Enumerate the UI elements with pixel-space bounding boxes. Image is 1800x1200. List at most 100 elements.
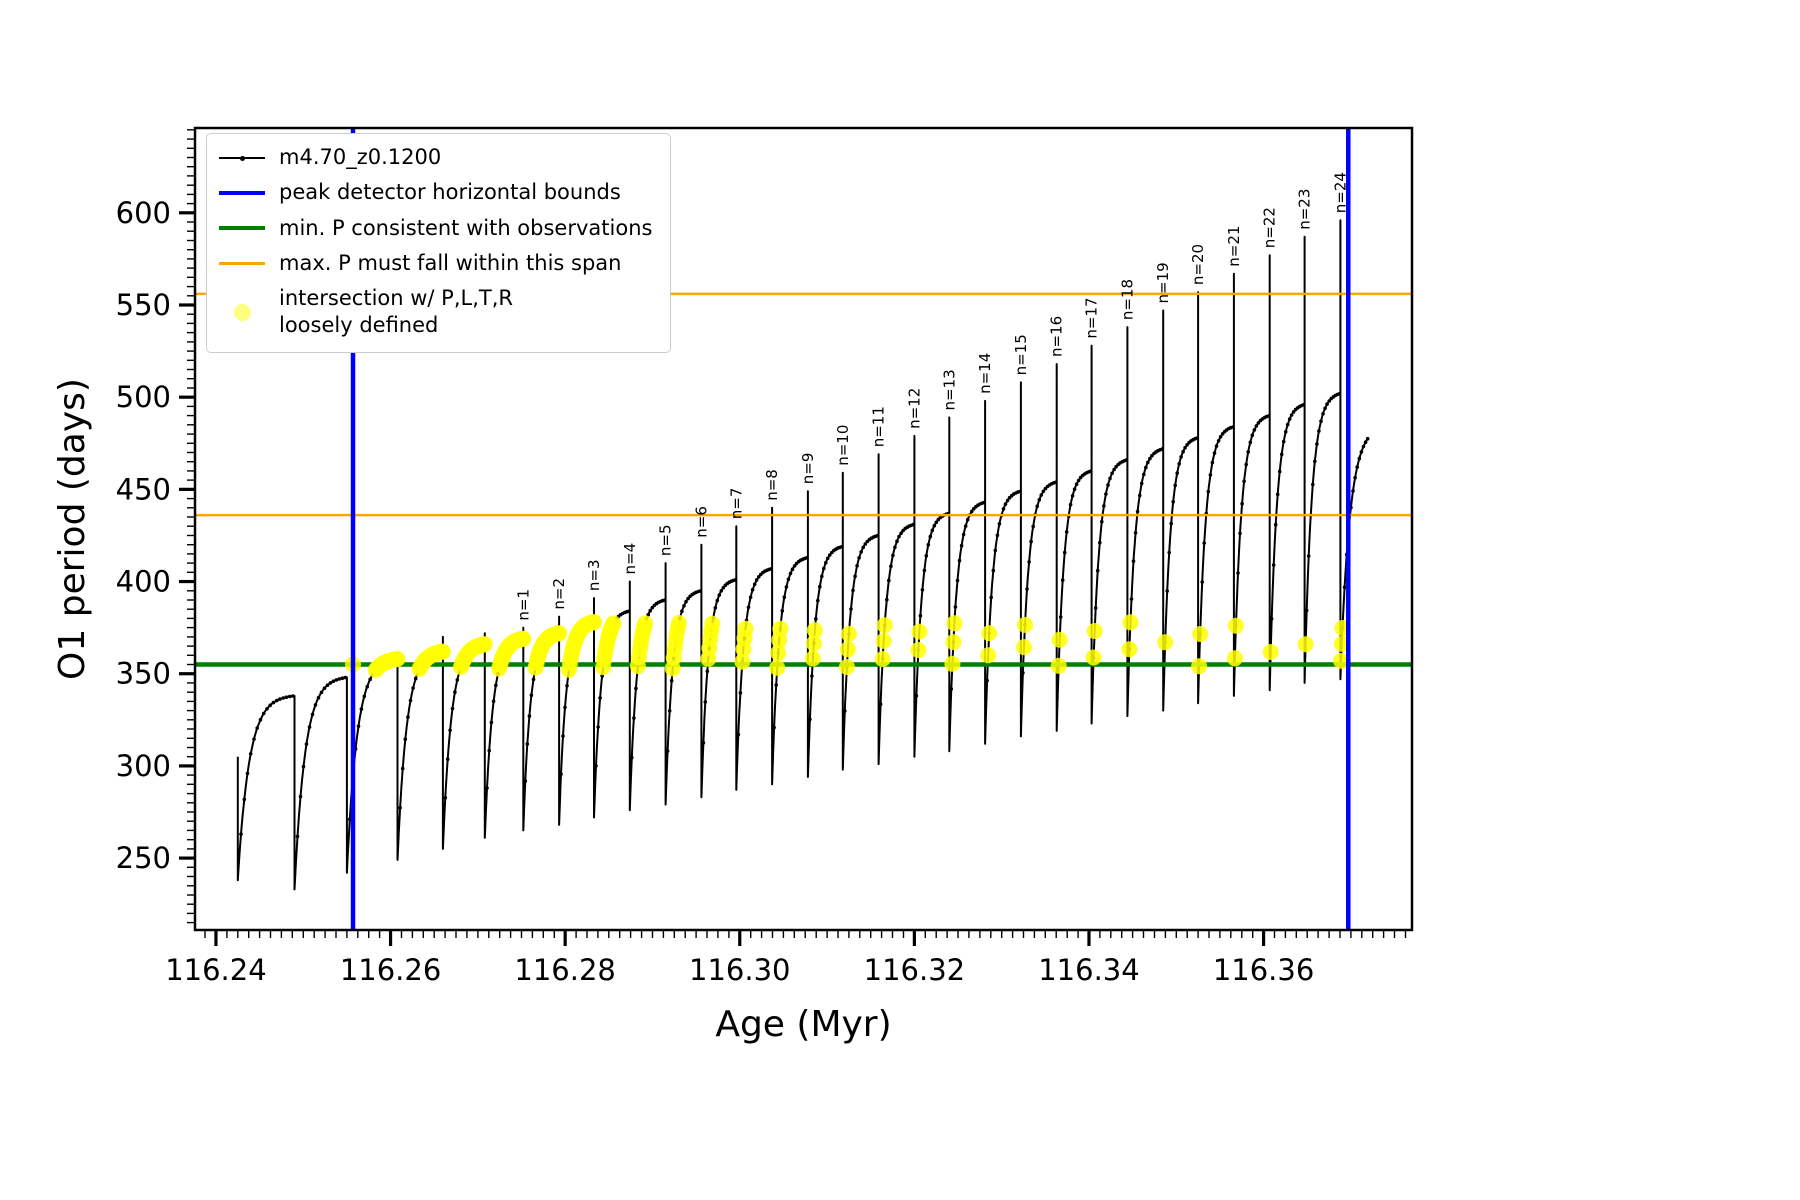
- series-marker: [527, 714, 532, 718]
- intersection-point: [1192, 626, 1209, 642]
- series-marker: [271, 700, 276, 705]
- intersection-point: [1051, 631, 1068, 648]
- series-marker: [1001, 507, 1006, 511]
- intersection-point: [670, 614, 687, 631]
- series-marker: [1313, 459, 1317, 464]
- series-marker: [665, 749, 670, 753]
- series-marker: [930, 528, 935, 533]
- series-marker: [1177, 462, 1181, 466]
- intersection-point: [1227, 617, 1244, 634]
- series-marker: [924, 554, 929, 558]
- series-marker: [1060, 578, 1065, 582]
- series-marker: [1098, 540, 1102, 545]
- y-tick-label: 250: [116, 841, 171, 875]
- series-marker: [287, 694, 292, 699]
- series-marker: [774, 683, 778, 687]
- series-marker: [1039, 493, 1044, 497]
- series-marker: [1279, 452, 1284, 457]
- series-marker: [849, 607, 853, 611]
- series-marker: [1183, 445, 1187, 450]
- series-marker: [648, 608, 652, 613]
- series-marker: [878, 702, 883, 706]
- y-tick-label: 450: [116, 472, 171, 506]
- series-marker: [1246, 450, 1250, 454]
- legend: m4.70_z0.1200 peak detector horizontal b…: [206, 133, 672, 353]
- series-marker: [1072, 487, 1077, 492]
- series-marker: [746, 605, 751, 610]
- intersection-point: [551, 625, 568, 642]
- series-marker: [1271, 563, 1276, 567]
- series-marker: [893, 545, 897, 550]
- peak-label: n=14: [976, 353, 994, 394]
- series-marker: [322, 686, 327, 690]
- intersection-point: [1191, 658, 1208, 675]
- series-marker: [359, 707, 364, 711]
- series-marker: [406, 715, 410, 719]
- series-marker: [684, 599, 688, 604]
- series-marker: [328, 681, 333, 685]
- series-marker: [991, 568, 996, 573]
- series-marker: [814, 617, 818, 621]
- series-marker: [1100, 519, 1104, 524]
- series-marker: [443, 795, 448, 800]
- series-marker: [1173, 483, 1177, 488]
- series-marker: [494, 683, 498, 688]
- intersection-point: [1016, 639, 1032, 656]
- series-marker: [1074, 482, 1079, 487]
- series-marker: [274, 698, 279, 703]
- series-marker: [757, 575, 761, 579]
- series-marker: [487, 748, 492, 753]
- series-marker: [680, 609, 684, 613]
- series-marker: [258, 717, 263, 722]
- series-marker: [632, 716, 636, 720]
- blue-line-swatch: [219, 183, 265, 203]
- series-marker: [1093, 606, 1098, 610]
- series-marker: [792, 564, 797, 568]
- series-marker: [1361, 444, 1366, 449]
- series-marker: [953, 605, 958, 609]
- series-marker: [565, 684, 569, 688]
- series-marker: [934, 520, 939, 525]
- series-marker: [1175, 471, 1179, 475]
- series-marker: [914, 694, 919, 698]
- series-marker: [891, 553, 895, 558]
- intersection-point: [944, 655, 961, 672]
- series-marker: [1208, 473, 1213, 477]
- peak-label: n=24: [1331, 172, 1349, 213]
- series-marker: [805, 556, 809, 560]
- intersection-point: [804, 650, 821, 667]
- series-marker: [252, 737, 256, 741]
- series-marker: [963, 524, 968, 528]
- series-marker: [1027, 560, 1031, 564]
- series-marker: [1106, 483, 1110, 487]
- series-marker: [1238, 531, 1242, 536]
- series-marker: [1306, 554, 1311, 558]
- series-marker: [701, 741, 706, 745]
- peak-label: n=1: [514, 589, 532, 621]
- peak-label: n=9: [799, 453, 817, 485]
- series-marker: [717, 593, 722, 597]
- series-marker: [784, 585, 789, 589]
- series-marker: [1005, 498, 1010, 503]
- series-marker: [750, 588, 755, 592]
- series-marker: [295, 834, 300, 839]
- series-marker: [772, 725, 776, 730]
- intersection-point: [1226, 650, 1243, 667]
- intersection-point: [1085, 649, 1102, 666]
- axes-frame: [193, 126, 1414, 932]
- x-tick-label: 116.36: [1213, 953, 1314, 987]
- series-marker: [261, 711, 266, 716]
- series-marker: [961, 532, 966, 537]
- peak-label: n=22: [1261, 207, 1279, 248]
- x-tick-label: 116.34: [1038, 953, 1139, 987]
- intersection-point: [946, 615, 963, 632]
- legend-label-bounds: peak detector horizontal bounds: [279, 180, 621, 205]
- legend-item-max-p: max. P must fall within this span: [219, 250, 652, 277]
- series-marker: [1035, 504, 1039, 509]
- series-marker: [334, 678, 339, 682]
- legend-label-series: m4.70_z0.1200: [279, 145, 442, 169]
- series-marker: [1323, 406, 1327, 411]
- orange-line-swatch: [219, 254, 265, 274]
